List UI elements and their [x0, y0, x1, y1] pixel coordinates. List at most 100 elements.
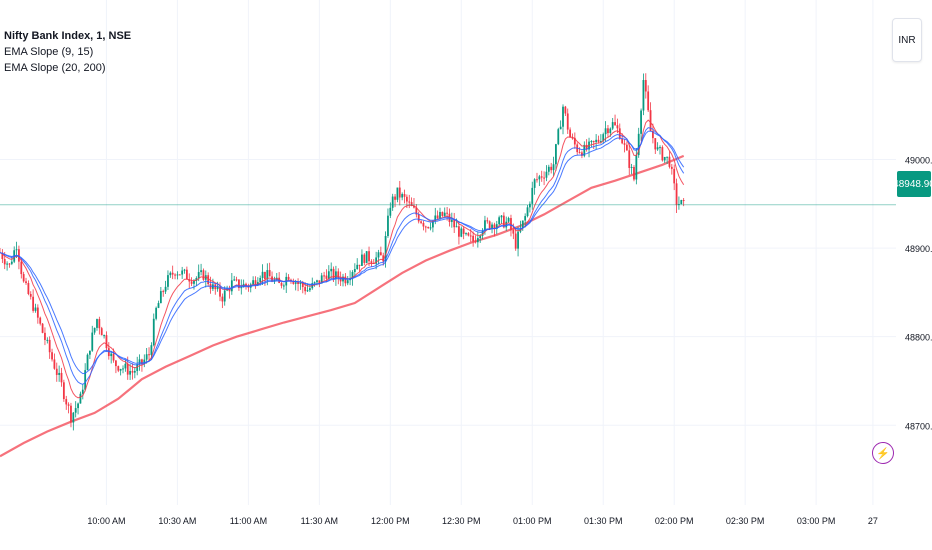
candle-body — [320, 275, 323, 284]
candle-body — [181, 270, 184, 275]
candle-body — [197, 272, 200, 279]
candle-body — [434, 215, 437, 221]
candle-body — [446, 212, 448, 214]
candle-body — [441, 211, 444, 216]
candle-body — [379, 252, 382, 256]
candle-body — [398, 187, 401, 198]
candle-body — [339, 277, 342, 282]
candle-body — [666, 156, 668, 158]
ema-20-line — [0, 130, 685, 375]
candle-body — [86, 354, 89, 371]
candle-body — [280, 283, 283, 286]
candle-body — [488, 221, 491, 229]
candle-body — [481, 230, 484, 236]
candle-body — [453, 219, 456, 228]
y-tick-label: 48800.00 — [905, 333, 932, 343]
candle-body — [607, 128, 609, 134]
candle-body — [112, 353, 115, 361]
candle-body — [1, 252, 4, 259]
candle-body — [479, 235, 482, 238]
candle-body — [353, 269, 356, 273]
candle-body — [514, 233, 517, 249]
candle-body — [429, 227, 432, 229]
candle-body — [176, 274, 179, 276]
candle-body — [377, 252, 380, 258]
candle-body — [157, 303, 160, 308]
candle-body — [169, 272, 172, 276]
candle-body — [34, 307, 37, 311]
candle-body — [152, 318, 155, 346]
ema-fast-lines — [0, 119, 685, 399]
symbol-title[interactable]: Nifty Bank Index, 1, NSE — [4, 30, 132, 42]
candle-body — [93, 327, 96, 333]
candle-body — [91, 332, 94, 351]
candle-body — [358, 264, 361, 266]
candle-body — [533, 179, 536, 188]
candle-body — [155, 307, 158, 319]
candle-body — [517, 231, 519, 249]
currency-button[interactable]: INR — [892, 18, 922, 62]
candle-body — [405, 196, 408, 202]
indicator-ema-slope-9-15[interactable]: EMA Slope (9, 15) — [4, 46, 94, 58]
candle-body — [455, 226, 458, 228]
x-tick-label: 12:00 PM — [371, 516, 410, 526]
candle-body — [528, 203, 531, 208]
x-tick-label: 02:00 PM — [655, 516, 694, 526]
candle-body — [502, 215, 505, 228]
candle-body — [15, 249, 18, 251]
candle-body — [117, 366, 120, 371]
candle-body — [178, 274, 181, 276]
candle-body — [495, 224, 498, 229]
grid-lines — [0, 0, 896, 505]
candle-body — [621, 138, 624, 144]
candle-body — [595, 139, 598, 142]
x-tick-label: 10:00 AM — [87, 516, 125, 526]
lightning-bolt-icon[interactable]: ⚡ — [872, 442, 894, 464]
indicator-ema-slope-20-200[interactable]: EMA Slope (20, 200) — [4, 62, 106, 74]
candle-body — [616, 125, 619, 129]
candle-body — [439, 211, 441, 219]
candle-body — [659, 147, 661, 149]
candle-body — [252, 280, 255, 285]
candle-body — [578, 152, 581, 154]
candle-body — [65, 399, 68, 405]
candle-body — [60, 372, 63, 383]
ema-15-line — [0, 127, 685, 385]
candle-body — [526, 207, 529, 217]
candle-body — [25, 281, 27, 284]
candle-body — [476, 237, 479, 243]
candle-body — [450, 219, 453, 222]
candle-body — [500, 215, 503, 218]
candle-body — [318, 280, 321, 284]
candle-body — [604, 128, 607, 135]
candle-body — [323, 275, 325, 277]
candle-body — [72, 412, 75, 423]
y-axis-labels: 49000.00 48900.00 48800.00 48700.00 — [905, 155, 932, 431]
candle-body — [74, 408, 77, 413]
candle-body — [365, 251, 368, 263]
candle-body — [633, 166, 635, 180]
last-price-tag: 48948.90 — [893, 171, 932, 197]
candle-body — [51, 352, 53, 360]
candle-body — [472, 235, 475, 242]
candle-body — [200, 270, 202, 273]
candle-body — [174, 274, 176, 276]
candle-body — [424, 226, 427, 228]
candle-body — [547, 166, 550, 172]
candle-body — [512, 229, 515, 234]
candle-body — [292, 281, 295, 284]
candle-body — [363, 254, 366, 263]
candle-body — [467, 233, 470, 236]
x-tick-label: 03:00 PM — [797, 516, 836, 526]
candle-body — [540, 176, 543, 178]
candle-body — [571, 137, 574, 139]
candle-body — [240, 287, 243, 289]
candle-body — [538, 176, 541, 180]
candle-body — [22, 274, 25, 282]
x-tick-label: 27 — [868, 516, 878, 526]
candle-body — [297, 282, 299, 285]
candle-body — [396, 187, 399, 200]
candle-body — [268, 270, 271, 277]
candle-body — [150, 345, 153, 356]
